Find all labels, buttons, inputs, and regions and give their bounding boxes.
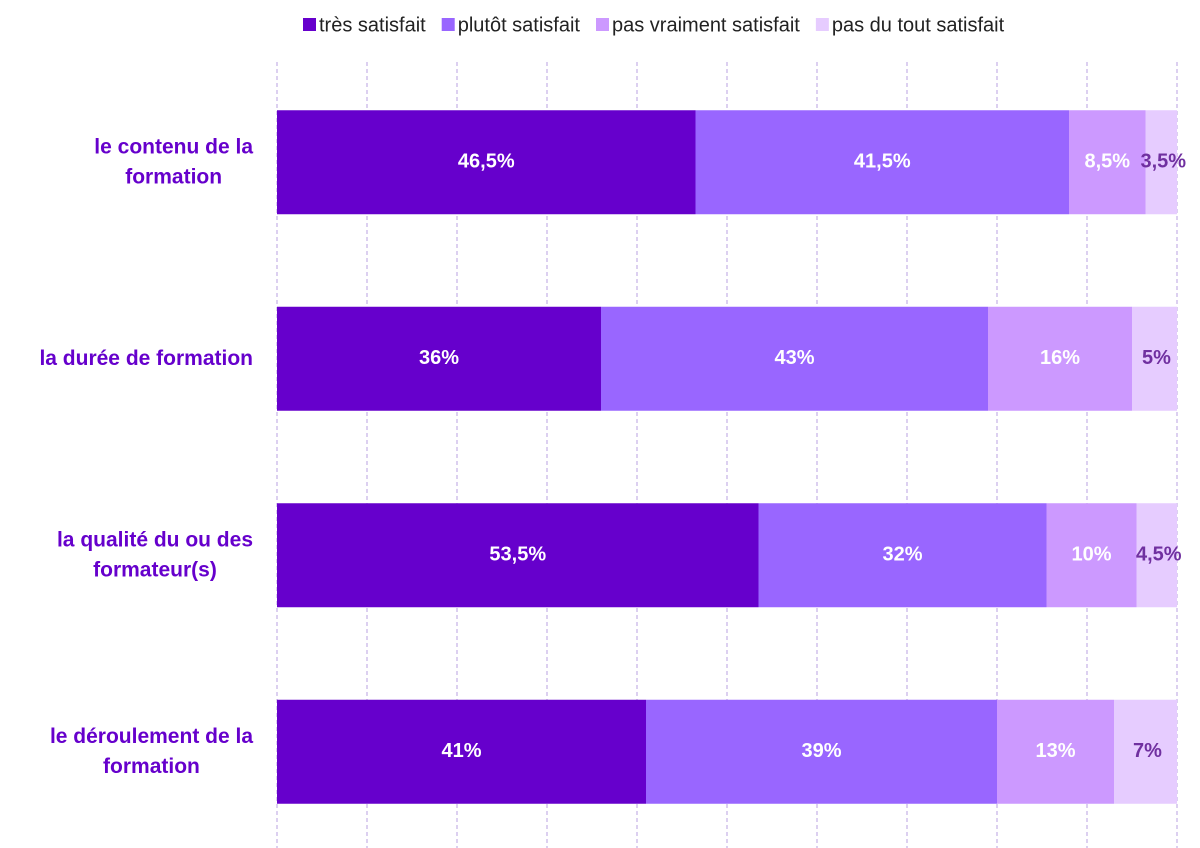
bar-segment: [277, 699, 646, 804]
data-label: 4,5%: [1136, 544, 1182, 566]
bar-segment: [277, 503, 759, 608]
data-label: 41,5%: [854, 151, 911, 173]
data-label: 53,5%: [489, 544, 546, 566]
legend-label: pas vraiment satisfait: [612, 14, 800, 36]
legend-swatch: [441, 18, 455, 31]
legend-label: très satisfait: [319, 14, 426, 36]
data-label: 46,5%: [458, 151, 515, 173]
bar-segment: [277, 306, 601, 411]
bar-segment: [1114, 699, 1177, 804]
bar-segment: [277, 110, 696, 215]
bar-segment: [997, 699, 1114, 804]
data-label: 36%: [419, 347, 459, 369]
bar-segment: [988, 306, 1132, 411]
bar-segment: [1145, 110, 1177, 215]
bar-segment: [1069, 110, 1146, 215]
bar-segment: [601, 306, 988, 411]
data-label: 16%: [1040, 347, 1080, 369]
data-label: 41%: [441, 740, 481, 762]
bar-segment: [1132, 306, 1177, 411]
bar-segment: [1046, 503, 1137, 608]
data-label: 5%: [1142, 347, 1171, 369]
legend-swatch: [303, 18, 316, 31]
legend-label: pas du tout satisfait: [832, 14, 1005, 36]
data-label: 10%: [1071, 544, 1111, 566]
category-label: le contenu de la formation: [94, 135, 253, 188]
legend-swatch: [815, 18, 829, 31]
data-label: 32%: [882, 544, 922, 566]
data-label: 39%: [801, 740, 841, 762]
data-label: 8,5%: [1084, 151, 1130, 173]
bar-segment: [646, 699, 997, 804]
bar-segment: [695, 110, 1069, 215]
category-label: le déroulement de la formation: [50, 724, 253, 777]
bar-segment: [758, 503, 1047, 608]
category-label: la qualité du ou des formateur(s): [57, 528, 253, 581]
legend-swatch: [596, 18, 609, 31]
category-label: la durée de formation: [39, 346, 253, 369]
data-label: 13%: [1035, 740, 1075, 762]
data-label: 43%: [774, 347, 814, 369]
data-label: 7%: [1133, 740, 1162, 762]
data-label: 3,5%: [1140, 151, 1186, 173]
legend-label: plutôt satisfait: [458, 14, 581, 36]
bar-segment: [1136, 503, 1177, 608]
